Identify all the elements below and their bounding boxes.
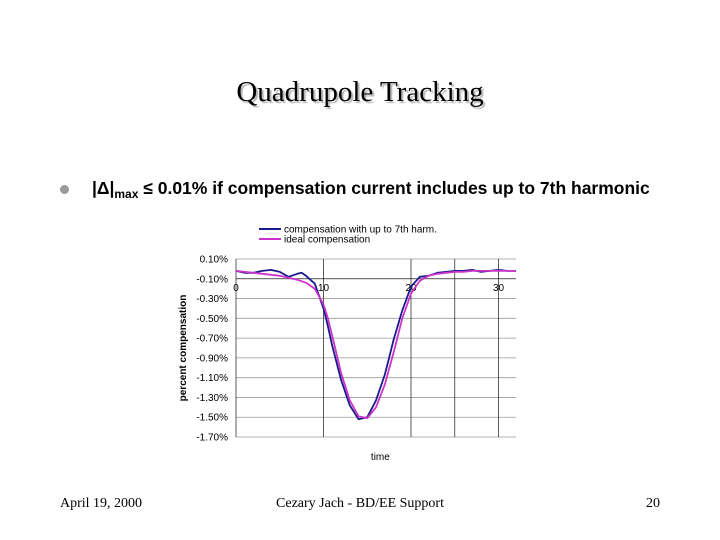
y-tick-label: -0.70% — [196, 334, 228, 345]
y-tick-label: -1.10% — [196, 373, 228, 384]
footer-presenter: Cezary Jach - BD/EE Support — [276, 496, 444, 511]
x-tick-label: 0 — [233, 283, 239, 294]
legend-label: compensation with up to 7th harm. — [284, 225, 437, 236]
x-tick-label: 10 — [318, 283, 330, 294]
bullet-subscript: max — [114, 187, 139, 201]
bullet-dot-icon — [60, 185, 69, 194]
y-tick-label: -0.30% — [196, 294, 228, 305]
slide-title: Quadrupole Tracking — [236, 76, 484, 108]
y-tick-label: -0.10% — [196, 274, 228, 285]
bullet-main-text: ≤ 0.01% if compensation current includes… — [138, 178, 650, 198]
y-tick-label: -1.30% — [196, 393, 228, 404]
y-tick-label: -0.90% — [196, 353, 228, 364]
y-tick-label: -0.50% — [196, 314, 228, 325]
y-tick-label: -1.50% — [196, 413, 228, 424]
y-tick-label: 0.10% — [200, 255, 228, 266]
legend-label: ideal compensation — [284, 235, 370, 246]
series-line-1 — [235, 269, 516, 421]
footer-page-number: 20 — [646, 496, 660, 511]
bullet-prefix: |Δ| — [92, 178, 115, 198]
x-axis-title: time — [371, 452, 390, 463]
y-axis-title: percent compensation — [178, 295, 189, 402]
y-tick-label: -1.70% — [196, 433, 228, 444]
x-tick-label: 30 — [493, 283, 505, 294]
footer-date: April 19, 2000 — [60, 496, 143, 511]
bullet-text: |Δ|max ≤ 0.01% if compensation current i… — [92, 178, 650, 201]
series-line-2 — [235, 270, 516, 420]
